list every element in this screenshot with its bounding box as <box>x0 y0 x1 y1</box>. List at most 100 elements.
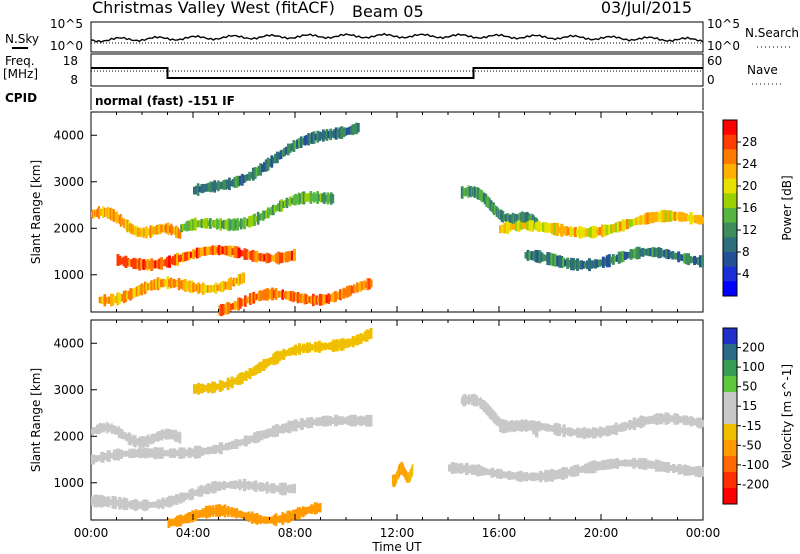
power-cell <box>339 289 342 301</box>
power-colorbar-tick-label: 4 <box>742 267 750 281</box>
velocity-cell <box>657 460 662 472</box>
power-cell <box>309 133 312 144</box>
power-cell <box>665 248 669 259</box>
velocity-cell <box>218 442 223 455</box>
power-cell <box>266 157 270 171</box>
velocity-cell <box>349 338 353 346</box>
power-cell <box>289 251 292 261</box>
velocity-cell <box>197 382 200 395</box>
power-cell <box>641 247 645 257</box>
freq-panel-frame <box>90 53 704 87</box>
power-cell <box>168 279 171 287</box>
power-cell <box>287 198 291 206</box>
power-cell <box>242 298 245 306</box>
power-cell <box>332 292 336 303</box>
velocity-cell <box>193 384 196 394</box>
velocity-cell <box>120 498 124 509</box>
velocity-cell <box>688 466 693 476</box>
power-cell <box>289 291 293 302</box>
power-cell <box>231 179 235 187</box>
velocity-cell <box>347 338 351 348</box>
power-cell <box>207 246 211 255</box>
power-cell <box>237 247 241 259</box>
velocity-cell <box>300 509 303 516</box>
velocity-cell <box>259 430 264 441</box>
velocity-cell <box>675 413 680 425</box>
velocity-cell <box>315 502 319 514</box>
power-cell <box>696 215 700 224</box>
power-cell <box>223 281 226 291</box>
power-cell <box>312 131 316 144</box>
velocity-cell <box>340 416 345 425</box>
power-cell <box>570 257 574 271</box>
power-cell <box>271 255 275 262</box>
power-cell <box>567 227 571 236</box>
power-cell <box>249 250 253 260</box>
power-cell <box>647 247 651 257</box>
power-cell <box>320 294 324 306</box>
power-cell <box>693 255 697 265</box>
power-cell <box>171 279 174 288</box>
velocity-cell <box>193 490 197 497</box>
velocity-colorbar-swatch <box>723 328 737 345</box>
power-cell <box>219 282 223 292</box>
velocity-cell <box>691 467 696 475</box>
velocity-colorbar-swatch <box>723 472 737 489</box>
freq-tick-top: 18 <box>63 54 78 68</box>
velocity-cell <box>324 415 329 427</box>
power-cell <box>179 280 182 289</box>
power-cell <box>229 277 233 290</box>
power-cell <box>290 143 294 152</box>
velocity-cell <box>172 496 176 505</box>
power-cell <box>528 251 532 260</box>
power-cell <box>316 130 320 143</box>
power-cell <box>191 249 195 260</box>
velocity-cell <box>343 417 348 424</box>
power-cell <box>689 212 693 225</box>
velocity-cell <box>262 430 267 439</box>
power-cell <box>273 205 277 213</box>
power-cell <box>244 174 248 182</box>
power-cell <box>345 127 349 135</box>
velocity-cell <box>236 374 240 385</box>
velocity-cell <box>136 500 140 510</box>
velocity-cell <box>339 338 343 351</box>
velocity-cell <box>104 497 108 507</box>
power-cell <box>623 251 627 260</box>
power-cell <box>250 215 253 227</box>
power-cell <box>239 249 243 257</box>
velocity-cell <box>359 333 363 344</box>
power-cell <box>228 177 231 191</box>
velocity-cell <box>499 469 503 479</box>
velocity-cell <box>584 463 588 474</box>
velocity-cell <box>195 489 199 496</box>
velocity-cell <box>222 382 226 388</box>
velocity-cell <box>159 447 164 459</box>
velocity-cell <box>174 494 179 505</box>
power-cell <box>601 224 605 238</box>
power-cell <box>185 282 189 290</box>
velocity-frame <box>90 319 704 521</box>
power-cell <box>272 156 275 164</box>
power-cell <box>317 297 320 303</box>
power-cell <box>306 295 310 304</box>
power-cell <box>310 132 314 144</box>
power-cell <box>659 248 663 258</box>
velocity-cell <box>300 345 304 352</box>
power-cell <box>206 285 210 293</box>
velocity-cell <box>111 495 115 509</box>
power-cell <box>244 219 248 227</box>
velocity-cell <box>518 470 523 483</box>
power-cell <box>632 218 636 226</box>
power-cell <box>253 167 257 179</box>
power-cell <box>663 249 667 258</box>
velocity-cell <box>184 514 188 524</box>
power-cell <box>130 259 134 267</box>
velocity-cell <box>200 447 205 456</box>
velocity-cell <box>308 342 311 353</box>
velocity-cell <box>551 425 555 432</box>
power-cell <box>193 217 197 231</box>
power-cell <box>147 283 150 290</box>
power-cell <box>601 256 605 268</box>
velocity-cell <box>97 455 102 461</box>
